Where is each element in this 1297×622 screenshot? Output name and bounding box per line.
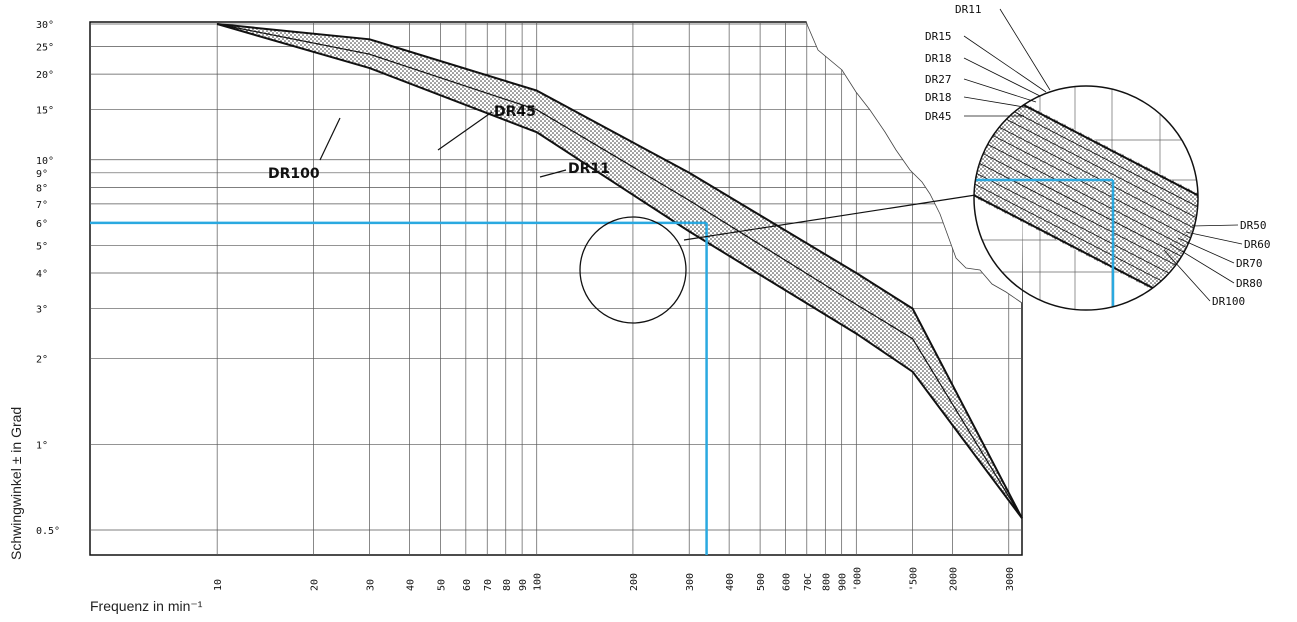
y-tick-label: 8° — [36, 183, 48, 194]
x-tick-label: 500 — [756, 573, 767, 591]
x-tick-label: '500 — [909, 567, 920, 591]
inset-label-right: DR70 — [1236, 257, 1263, 270]
series-dr11-line — [217, 23, 1023, 519]
inset-leader-left — [963, 96, 1031, 109]
x-tick-label: 60 — [462, 579, 473, 591]
series-labels: DR100 DR45 DR11 — [268, 104, 610, 182]
inset-label-right: DR100 — [1212, 295, 1245, 308]
x-tick-label: 3000 — [1005, 567, 1016, 591]
x-tick-label: 10 — [213, 579, 224, 591]
y-tick-label: 2° — [36, 355, 48, 366]
x-tick-label: 100 — [533, 573, 544, 591]
x-tick-label: 40 — [406, 579, 417, 591]
leader-dr100 — [319, 117, 341, 161]
inset-leader-right — [1169, 243, 1235, 284]
inset-circle — [973, 85, 1199, 311]
y-tick-label: 1° — [36, 440, 48, 451]
x-axis-title: Frequenz in min⁻¹ — [90, 598, 203, 614]
inset-label-left: DR45 — [925, 110, 952, 123]
inset-series-line — [974, 106, 1198, 248]
x-tick-label: '000 — [852, 567, 863, 591]
x-tick-label: 600 — [781, 573, 792, 591]
y-axis-title: Schwingwinkel ± in Grad — [8, 407, 24, 560]
x-tick-label: 800 — [821, 573, 832, 591]
label-dr45: DR45 — [494, 104, 536, 120]
inset-label-left: DR15 — [925, 30, 952, 43]
magnifier-connector — [683, 193, 983, 241]
label-dr100: DR100 — [268, 166, 320, 182]
inset-label-left: DR11 — [955, 3, 982, 16]
y-tick-label: 15° — [36, 106, 54, 117]
y-tick-label: 5° — [36, 241, 48, 252]
series-dr100-line — [216, 23, 1023, 519]
x-tick-label: 70 — [483, 579, 494, 591]
inset-series-line — [974, 129, 1198, 271]
inset-leader-left — [999, 8, 1051, 91]
torn-edge — [805, 21, 1023, 304]
y-tick-label: 9° — [36, 169, 48, 180]
series-dr45-line — [217, 23, 1023, 519]
y-tick-label: 20° — [36, 70, 54, 81]
x-tick-label: 30 — [366, 579, 377, 591]
inset-label-right: DR60 — [1244, 238, 1271, 251]
y-tick-label: 4° — [36, 269, 48, 280]
inset-leader-right — [1177, 237, 1235, 264]
inset-series-line — [974, 118, 1198, 259]
inset-label-left: DR27 — [925, 73, 952, 86]
torn-paper-mask — [806, 20, 1024, 303]
y-tick-label: 25° — [36, 43, 54, 54]
inset-leader-left — [963, 78, 1037, 103]
inset-leader-right — [1163, 249, 1211, 302]
inset-leader-right — [1185, 231, 1243, 245]
inset-label-right: DR80 — [1236, 277, 1263, 290]
y-tick-label: 6° — [36, 219, 48, 230]
label-dr11: DR11 — [568, 161, 610, 177]
x-tick-label: 2000 — [948, 567, 959, 591]
x-tick-label: 200 — [629, 573, 640, 591]
inset-leader-right — [1191, 224, 1239, 227]
inset-label-right: DR50 — [1240, 219, 1267, 232]
inset-leader-left — [963, 35, 1047, 93]
inset-label-left: DR18 — [925, 91, 952, 104]
leader-dr11 — [539, 169, 567, 178]
y-tick-label: 7° — [36, 200, 48, 211]
inset-leader-left — [963, 57, 1041, 97]
x-tick-label: 300 — [685, 573, 696, 591]
leader-dr45 — [437, 111, 493, 151]
x-tick-label: 90 — [518, 579, 529, 591]
x-tick-label: 50 — [437, 579, 448, 591]
y-tick-label: 3° — [36, 305, 48, 316]
x-tick-label: 70C — [803, 573, 814, 591]
reading-lines — [90, 221, 708, 555]
y-tick-label: 30° — [36, 20, 54, 31]
magnifier-circle — [579, 216, 687, 324]
y-tick-label: 10° — [36, 156, 54, 167]
y-tick-label: 0.5° — [36, 526, 60, 537]
x-tick-label: 400 — [725, 573, 736, 591]
x-tick-label: 20 — [309, 579, 320, 591]
x-tick-label: 80 — [502, 579, 513, 591]
inset-label-left: DR18 — [925, 52, 952, 65]
band — [216, 23, 1023, 519]
x-tick-label: 900 — [838, 573, 849, 591]
